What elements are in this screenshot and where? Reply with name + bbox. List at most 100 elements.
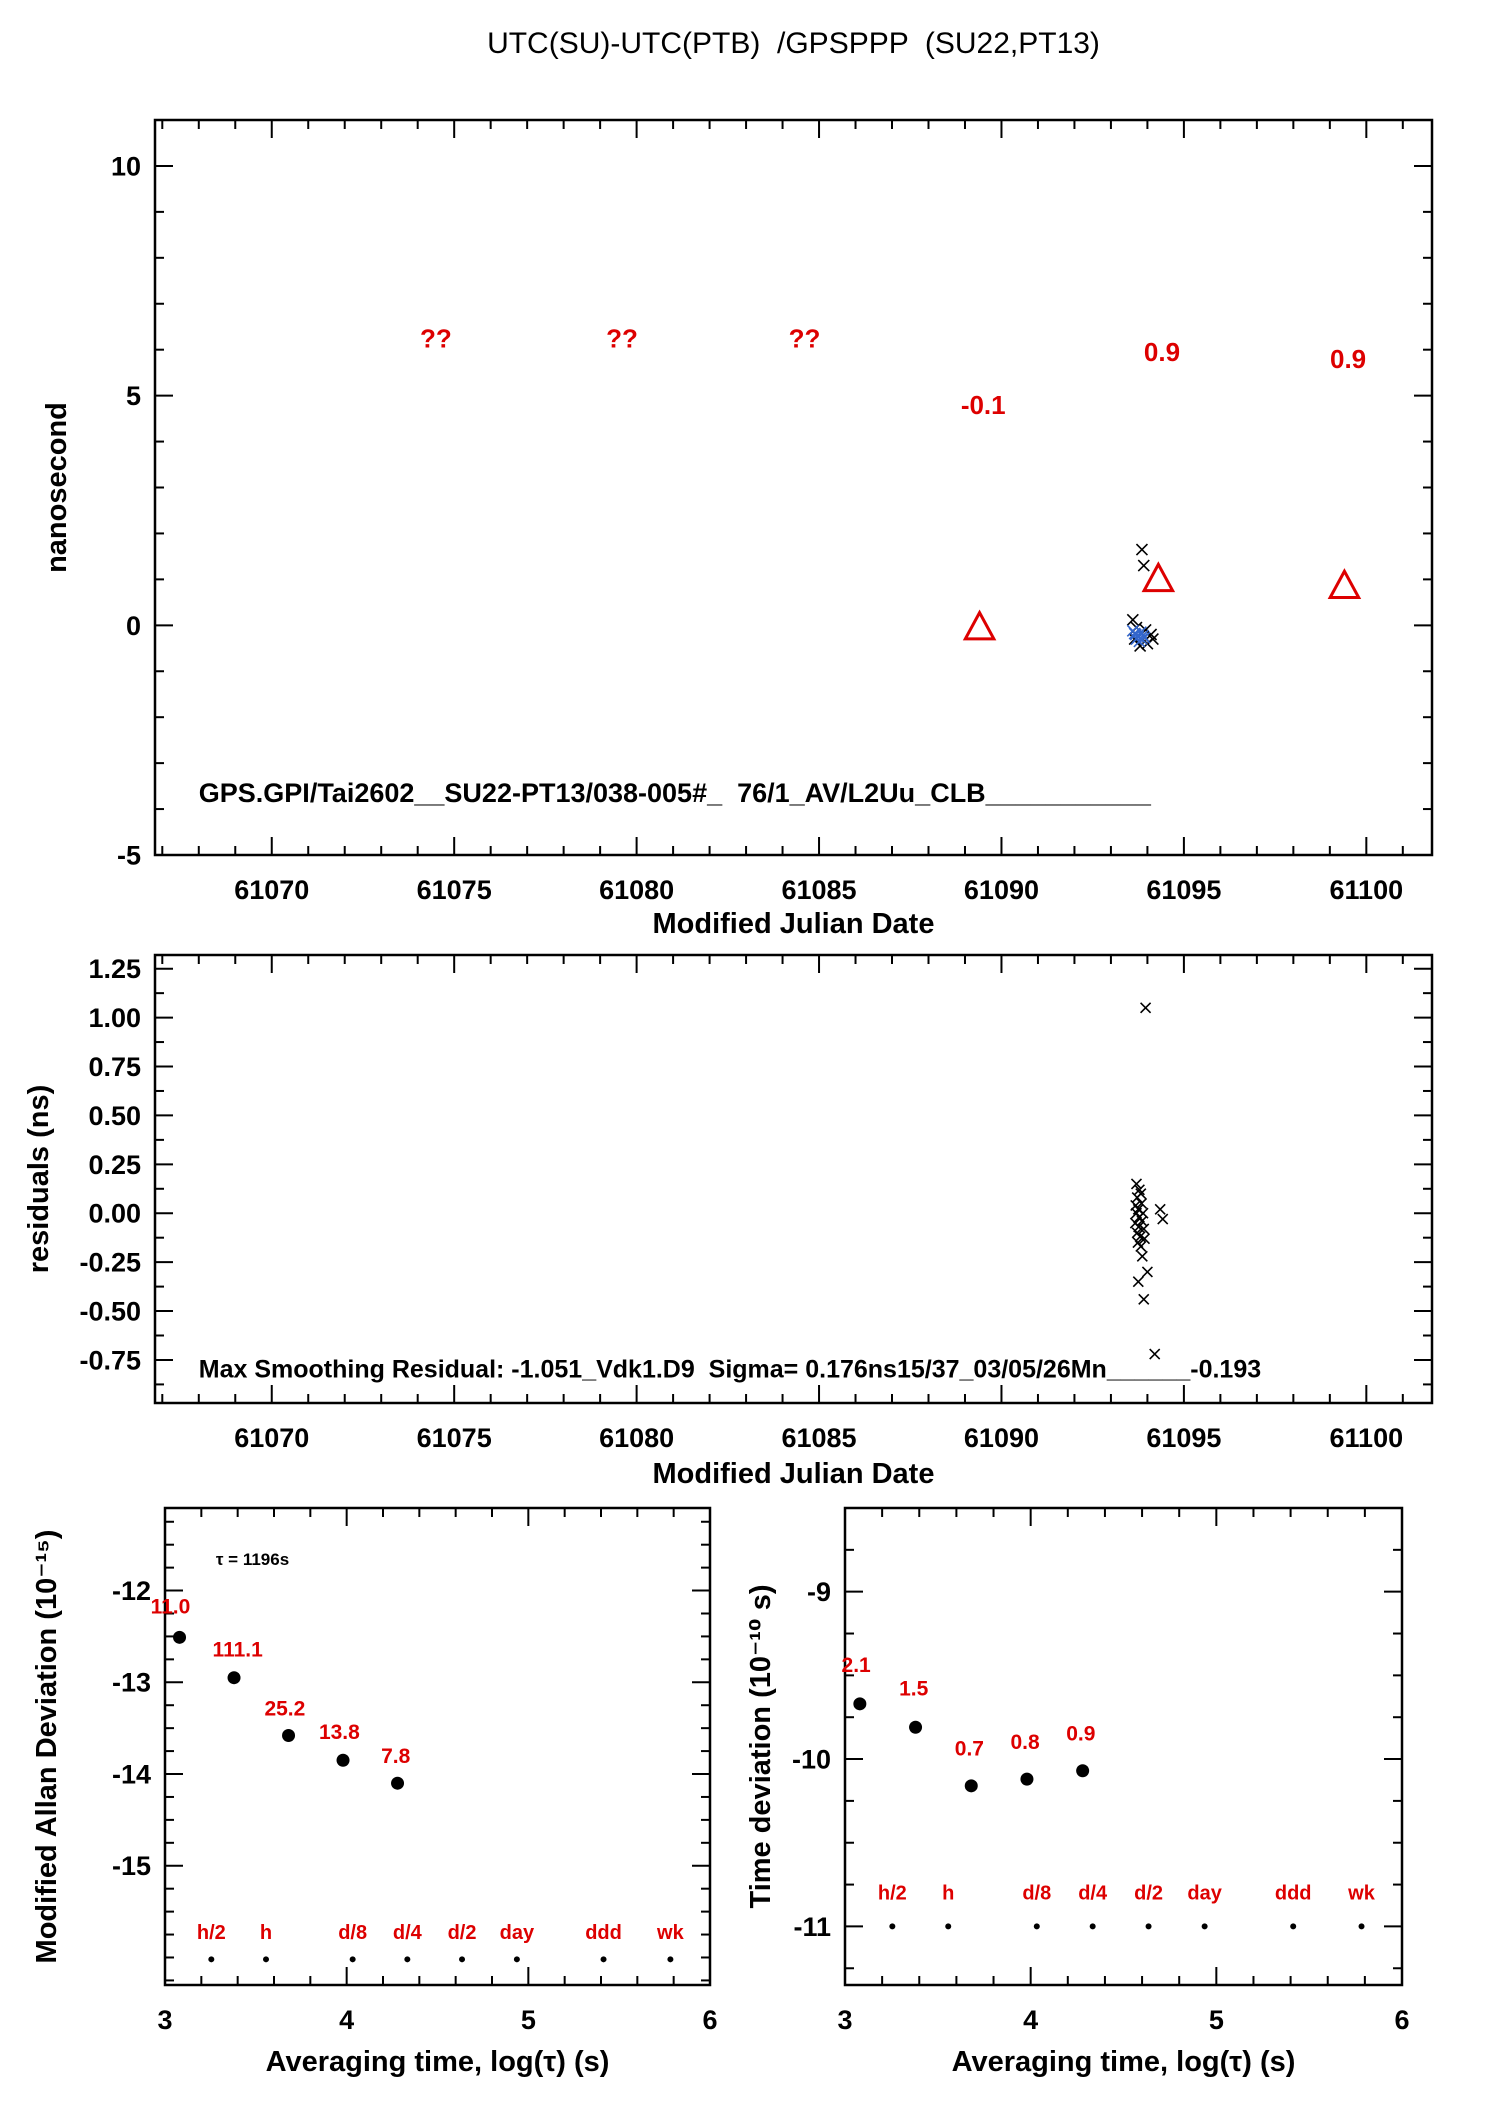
y-tick-label: 0.00: [88, 1199, 141, 1229]
averaging-interval-dots: [889, 1923, 1365, 1930]
y-tick-label: 0.25: [88, 1150, 141, 1180]
annotation: 11.0: [151, 1595, 191, 1618]
x-tick-label: 61095: [1146, 875, 1221, 905]
x-tick-label: 61090: [964, 1423, 1039, 1453]
y-tick-label: -13: [112, 1668, 151, 1698]
residual-points: [1129, 1002, 1169, 1360]
x-tick-label: 61085: [781, 875, 856, 905]
x-tick-label: 5: [521, 2005, 536, 2035]
annotation: ??: [420, 323, 452, 353]
annotation: ??: [789, 323, 821, 353]
y-tick-label: 0.50: [88, 1101, 141, 1131]
x-axis-label: Averaging time, log(τ) (s): [952, 2046, 1296, 2078]
x-tick-label: 61080: [599, 1423, 674, 1453]
annotation: h/2: [878, 1883, 907, 1905]
y-axis-label: nanosecond: [41, 402, 73, 573]
x-tick-label: 61070: [234, 875, 309, 905]
y-tick-label: -15: [112, 1851, 151, 1881]
axes-ticks: [164, 1508, 711, 1985]
utc-difference-chart: 61070 61075 61080 61085 61090 61095 61100 -5 0 5 1…: [41, 118, 1434, 940]
y-tick-label: 0: [126, 611, 141, 641]
annotation: 0.7: [955, 1738, 984, 1761]
annotation: wk: [1347, 1883, 1376, 1905]
mdev-points: [173, 1630, 405, 1790]
averaging-interval-dots: [208, 1956, 674, 1963]
annotation: 1.5: [899, 1677, 929, 1700]
annotation: h: [942, 1883, 954, 1905]
annotation: 25.2: [264, 1697, 305, 1720]
y-tick-label: 1.00: [88, 1003, 141, 1033]
plot-frame: [153, 118, 1434, 857]
x-axis-label: Modified Julian Date: [653, 1458, 935, 1490]
x-tick-label: 61075: [417, 1423, 492, 1453]
page-title: UTC(SU)-UTC(PTB) /GPSPPP (SU22,PT13): [487, 27, 1100, 60]
annotation: ??: [606, 323, 638, 353]
annotation: d/8: [1022, 1883, 1051, 1905]
gps-ppp-blue-points: [1126, 624, 1151, 648]
annotation: 2.1: [842, 1654, 872, 1677]
y-axis-label: residuals (ns): [23, 1085, 55, 1274]
annotation: 0.9: [1144, 337, 1180, 367]
y-tick-label: -9: [807, 1577, 831, 1607]
plot-frame: [153, 953, 1434, 1405]
annotation: 111.1: [213, 1639, 264, 1662]
y-tick-label: -0.25: [79, 1248, 141, 1278]
y-tick-label: 0.75: [88, 1052, 141, 1082]
annotation: 0.9: [1330, 344, 1366, 374]
y-axis-label: Modified Allan Deviation (10⁻¹⁵): [31, 1530, 63, 1964]
y-tick-label: -5: [117, 840, 141, 870]
x-tick-label: 61100: [1330, 875, 1404, 905]
tdev-points: [853, 1697, 1090, 1793]
y-axis-label: Time deviation (10⁻¹⁰ s): [745, 1585, 777, 1909]
x-tick-label: 6: [702, 2005, 717, 2035]
x-tick-label: 6: [1394, 2005, 1409, 2035]
annotation: h/2: [197, 1922, 226, 1944]
annotation: -0.1: [961, 390, 1006, 420]
time-deviation-chart: 3 4 5 6 -11 -10 -9 Averaging time, log(τ) (s) Ti…: [745, 1506, 1410, 2078]
red-triangle-markers: [962, 561, 1362, 641]
x-tick-label: 61090: [964, 875, 1039, 905]
x-tick-label: 61070: [234, 1423, 309, 1453]
annotation: d/8: [338, 1922, 367, 1944]
y-tick-label: -11: [793, 1912, 831, 1942]
annotation: d/4: [393, 1922, 423, 1944]
annotation: day: [500, 1922, 535, 1944]
annotation: ddd: [585, 1922, 622, 1944]
y-tick-label: 5: [126, 381, 141, 411]
axes-ticks: [155, 119, 1432, 856]
annotation: h: [260, 1922, 272, 1944]
x-tick-label: 4: [339, 2005, 354, 2035]
residuals-chart: 61070 61075 61080 61085 61090 61095 61100 -0.75…: [23, 953, 1434, 1490]
annotation: 0.9: [1066, 1723, 1095, 1746]
y-tick-label: -12: [112, 1576, 151, 1606]
plot-frame: [163, 1506, 712, 1987]
axes-ticks: [155, 955, 1432, 1403]
annotation: ddd: [1275, 1883, 1312, 1905]
annotation: d/2: [1134, 1883, 1163, 1905]
modified-allan-deviation-chart: 3 4 5 6 -15 -14 -13 -12 Averaging time, log(τ) (…: [31, 1506, 718, 2078]
y-tick-label: -0.75: [79, 1345, 141, 1375]
annotation: 13.8: [319, 1721, 360, 1744]
plot-frame: [843, 1506, 1404, 1987]
x-axis-label: Averaging time, log(τ) (s): [266, 2046, 610, 2078]
x-tick-label: 61100: [1330, 1423, 1404, 1453]
y-tick-label: -10: [792, 1745, 831, 1775]
annotation: day: [1187, 1883, 1222, 1905]
annotation: 0.8: [1010, 1731, 1040, 1754]
y-tick-label: 1.25: [88, 954, 141, 984]
annotation: 7.8: [381, 1745, 411, 1768]
x-tick-label: 3: [837, 2005, 852, 2035]
annotation: τ = 1196s: [216, 1550, 289, 1569]
y-tick-label: 10: [111, 151, 141, 181]
x-tick-label: 4: [1023, 2005, 1038, 2035]
annotation: d/2: [448, 1922, 477, 1944]
annotation: Max Smoothing Residual: -1.051_Vdk1.D9 S…: [199, 1356, 1261, 1384]
x-tick-label: 61095: [1146, 1423, 1221, 1453]
axes-ticks: [844, 1507, 1403, 1985]
annotation: GPS.GPI/Tai2602__SU22-PT13/038-005#_ 76/…: [199, 778, 1152, 808]
x-tick-label: 61085: [781, 1423, 856, 1453]
x-tick-label: 5: [1209, 2005, 1224, 2035]
x-tick-label: 61080: [599, 875, 674, 905]
y-tick-label: -0.50: [79, 1297, 141, 1327]
